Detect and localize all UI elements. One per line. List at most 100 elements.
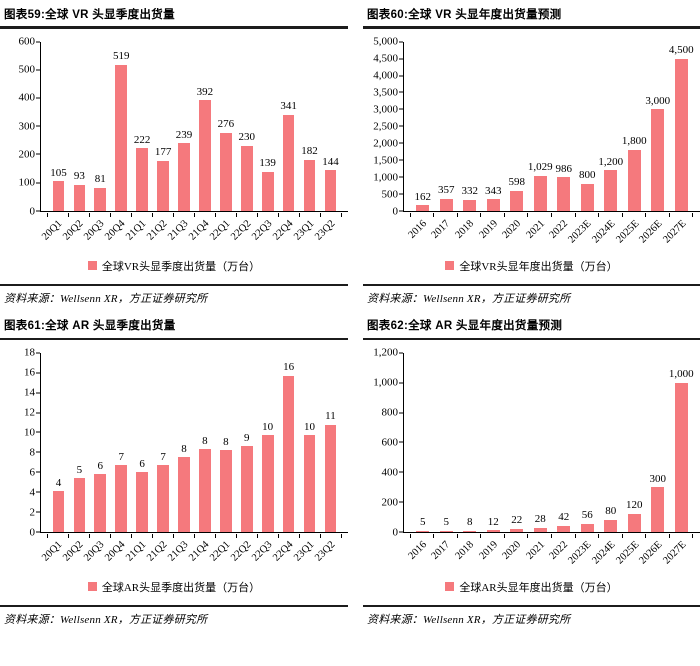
x-axis-tick [214, 533, 216, 538]
x-axis-tick [409, 533, 411, 538]
y-axis-tick-label: 600 [381, 436, 399, 449]
bar-group: 7 [111, 353, 132, 532]
y-axis-tick-label: 500 [381, 188, 399, 201]
x-axis-tick [298, 212, 300, 217]
y-axis-tick-label: 5,000 [373, 35, 398, 48]
bar-group: 177 [153, 42, 174, 211]
bar [52, 491, 65, 532]
bar-value-label: 8 [181, 442, 187, 455]
bar-group: 7 [153, 353, 174, 532]
bar-group: 144 [320, 42, 341, 211]
legend-label: 全球VR头显年度出货量（万台） [459, 260, 618, 273]
chart-title: 图表60:全球 VR 头显年度出货量预测 [367, 9, 562, 21]
bar-group: 56 [576, 353, 600, 532]
bar [303, 435, 316, 532]
x-axis-category: 2022 [548, 533, 575, 577]
y-axis-tick-label: 1,000 [373, 171, 398, 184]
bar-value-label: 392 [196, 85, 214, 98]
x-axis-tick [550, 212, 552, 217]
bar-group: 8 [215, 353, 236, 532]
x-axis-category: 2018 [453, 533, 481, 577]
x-axis-tick-label: 2019 [476, 218, 500, 241]
y-axis-tick [36, 352, 40, 354]
bar-value-label: 144 [322, 155, 339, 168]
x-axis-tick [621, 212, 623, 217]
bar-value-label: 1,800 [621, 135, 647, 148]
y-axis-tick [399, 159, 403, 161]
x-axis-category: 22Q4 [271, 533, 299, 577]
title-rule [363, 337, 700, 340]
bar-value-label: 519 [112, 50, 130, 63]
bar [178, 143, 190, 211]
x-axis-category: 20Q1 [40, 533, 68, 577]
bar-group: 28 [529, 353, 553, 532]
bar-value-label: 177 [154, 146, 172, 159]
bar [580, 523, 594, 532]
x-axis-tick-label: 2016 [406, 218, 429, 241]
x-axis-tick [88, 533, 90, 538]
x-axis-tick [319, 212, 321, 217]
vr-annual-forecast-chart: 图表60:全球 VR 头显年度出货量预测 5,000 4,500 4,000 3,50… [363, 3, 700, 306]
bar-group: 357 [435, 42, 459, 211]
legend: 全球AR头显季度出货量（万台） [0, 579, 348, 595]
x-axis-tick [527, 212, 529, 217]
source-rule [363, 283, 700, 287]
y-axis-tick-label: 400 [381, 466, 399, 479]
x-axis-tick [46, 533, 48, 538]
bar [94, 187, 107, 211]
y-axis-tick [399, 471, 403, 473]
x-axis-category: 21Q1 [124, 533, 152, 577]
y-axis-tick [36, 153, 40, 155]
x-axis-category: 2021 [524, 212, 552, 256]
bar-group: 9 [236, 353, 257, 532]
x-axis-tick [109, 533, 111, 538]
x-axis-tick-label: 20Q1 [40, 539, 65, 564]
bar [94, 474, 107, 532]
bar-value-label: 42 [558, 511, 570, 524]
y-axis-tick-label: 8 [29, 446, 36, 459]
y-axis-tick [399, 382, 403, 384]
x-axis-tick [503, 212, 505, 217]
x-axis-tick-label: 2017 [429, 218, 453, 241]
source-note: 资料来源：Wellsenn XR，方正证券研究所 [4, 614, 208, 627]
ar-quarterly-shipments-chart: 图表61:全球 AR 头显季度出货量 18 16 14 12 10 8 6 4 2 0 4 5 6 7 6… [0, 314, 348, 627]
bar-value-label: 800 [579, 169, 596, 182]
y-axis-tick-label: 14 [24, 386, 35, 399]
y-axis-labels: 18 16 14 12 10 8 6 4 2 0 [2, 347, 40, 538]
bar [157, 160, 169, 211]
y-axis-tick [399, 41, 403, 43]
y-axis-labels: 1,200 1,000 800 600 400 200 0 [365, 347, 403, 538]
bar [627, 149, 641, 211]
x-axis-tick [88, 212, 90, 217]
bar-value-label: 239 [175, 128, 193, 141]
x-axis-category: 2016 [406, 533, 434, 577]
bar-value-label: 93 [73, 170, 85, 183]
bar-value-label: 182 [301, 144, 318, 157]
y-axis-tick-label: 10 [24, 426, 35, 439]
bar-value-label: 8 [467, 516, 473, 529]
y-axis-tick [399, 142, 403, 144]
bar [604, 520, 618, 532]
y-axis-tick [36, 97, 40, 99]
x-axis-labels: 20Q1 20Q2 20Q3 20Q4 21Q1 21Q2 21Q3 21Q4 22Q1 22Q2… [40, 212, 348, 256]
x-axis-category: 2021 [524, 533, 552, 577]
y-axis-tick [36, 451, 40, 453]
y-axis-tick [399, 125, 403, 127]
y-axis-tick [399, 91, 403, 93]
y-axis-tick [399, 352, 403, 354]
bar-group: 8 [194, 353, 215, 532]
x-axis-tick-label: 2020 [500, 539, 524, 562]
x-axis-category: 23Q1 [292, 533, 320, 577]
chart-title: 图表59:全球 VR 头显季度出货量 [4, 9, 175, 21]
x-axis-tick [409, 212, 411, 217]
x-axis-tick [172, 533, 174, 538]
bar-value-label: 6 [139, 457, 145, 470]
bar-group: 162 [411, 42, 435, 211]
plot-column: 162 357 332 343 598 1,029 986 800 1,200 1,800 3,00… [399, 41, 700, 256]
x-axis-category: 22Q3 [250, 533, 278, 577]
y-axis-tick-label: 200 [381, 496, 399, 509]
bar-value-label: 222 [133, 133, 151, 146]
bar [627, 514, 641, 532]
x-axis-category: 22Q2 [229, 533, 257, 577]
